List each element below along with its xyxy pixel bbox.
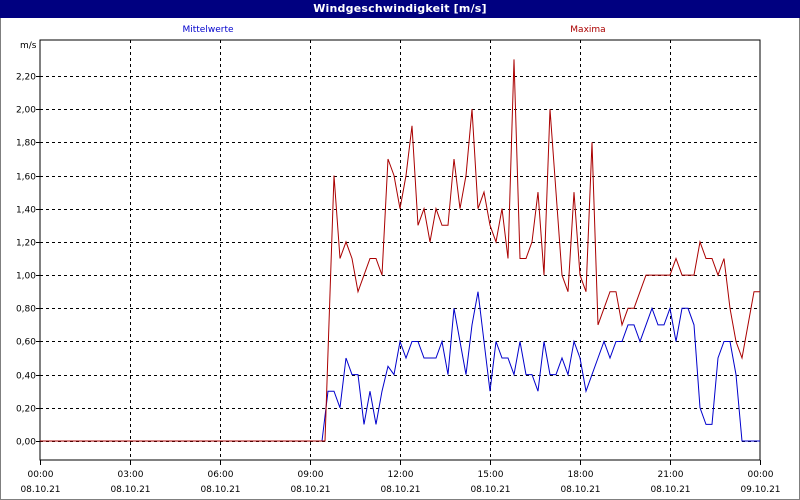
- x-tick-date: 08.10.21: [110, 485, 150, 495]
- x-tick-date: 08.10.21: [290, 485, 330, 495]
- y-axis-label: m/s: [20, 41, 37, 51]
- y-tick-label: 0,20: [16, 405, 36, 415]
- y-tick-label: 1,60: [16, 173, 36, 183]
- series-line-maxima: [40, 59, 760, 442]
- y-tick-label: 1,00: [16, 272, 36, 282]
- x-tick-date: 08.10.21: [650, 485, 690, 495]
- chart-title: Windgeschwindigkeit [m/s]: [0, 0, 800, 18]
- y-tick-label: 0,40: [16, 372, 36, 382]
- x-tick-time: 06:00: [208, 470, 234, 480]
- y-tick-label: 1,40: [16, 206, 36, 216]
- series-line-mittelwerte: [40, 291, 760, 442]
- x-tick-time: 21:00: [658, 470, 684, 480]
- y-tick-label: 0,00: [16, 438, 36, 448]
- legend-mittelwerte: Mittelwerte: [182, 25, 234, 35]
- x-tick-time: 00:00: [748, 470, 774, 480]
- x-tick-time: 18:00: [568, 470, 594, 480]
- y-tick-label: 0,60: [16, 338, 36, 348]
- x-tick-date: 08.10.21: [380, 485, 420, 495]
- legend-maxima: Maxima: [570, 25, 606, 35]
- x-tick-date: 08.10.21: [200, 485, 240, 495]
- x-tick-date: 08.10.21: [20, 485, 60, 495]
- x-tick-time: 15:00: [478, 470, 504, 480]
- x-tick-date: 08.10.21: [470, 485, 510, 495]
- x-tick-time: 00:00: [28, 470, 54, 480]
- x-tick-date: 08.10.21: [560, 485, 600, 495]
- y-tick-label: 1,80: [16, 139, 36, 149]
- x-tick-time: 09:00: [298, 470, 324, 480]
- x-tick-time: 03:00: [118, 470, 144, 480]
- y-tick-label: 2,20: [16, 73, 36, 83]
- x-tick-date: 09.10.21: [740, 485, 780, 495]
- y-tick-label: 0,80: [16, 305, 36, 315]
- x-tick-time: 12:00: [388, 470, 414, 480]
- y-tick-label: 2,00: [16, 106, 36, 116]
- y-tick-label: 1,20: [16, 239, 36, 249]
